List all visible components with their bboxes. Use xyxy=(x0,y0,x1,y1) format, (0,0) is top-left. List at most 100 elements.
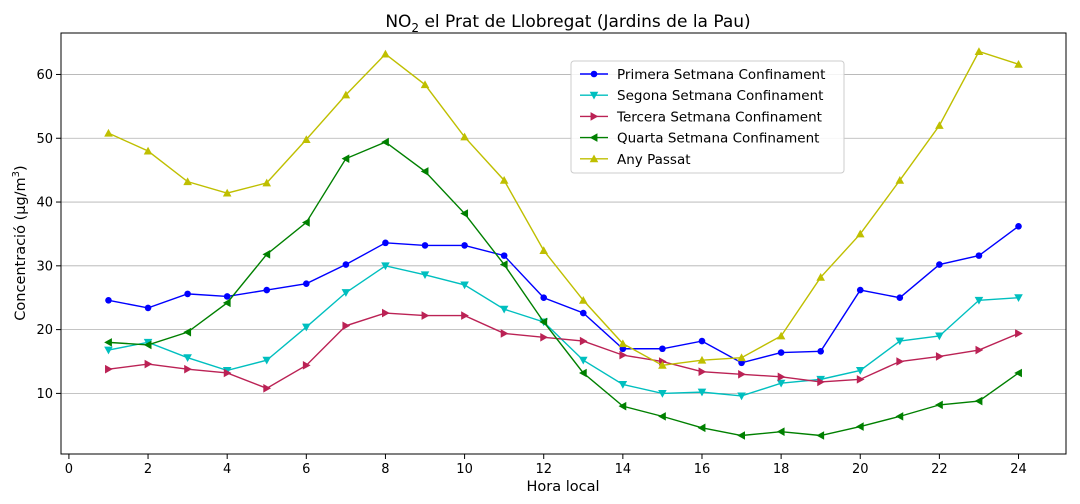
data-point xyxy=(341,289,351,297)
series-line xyxy=(108,225,1019,364)
x-tick-label: 24 xyxy=(1010,462,1027,477)
data-point xyxy=(461,311,469,320)
legend-item-3: Tercera Setmana Confinament xyxy=(580,109,822,125)
x-tick-label: 18 xyxy=(773,462,790,477)
data-point xyxy=(578,295,588,304)
data-point xyxy=(579,336,588,346)
data-point xyxy=(382,308,390,318)
data-point xyxy=(935,400,943,410)
data-point xyxy=(183,354,192,362)
x-tick-label: 8 xyxy=(381,462,389,477)
data-point xyxy=(104,346,113,355)
x-tick-label: 22 xyxy=(931,462,948,477)
data-point xyxy=(539,317,548,327)
data-point xyxy=(975,252,983,259)
data-point xyxy=(697,355,707,364)
data-point xyxy=(658,389,667,398)
data-point xyxy=(738,369,746,379)
series-3 xyxy=(105,308,1023,393)
legend-item-5: Any Passat xyxy=(580,152,691,168)
x-tick-label: 4 xyxy=(223,462,231,477)
data-point xyxy=(974,296,984,305)
data-point xyxy=(895,337,905,346)
data-point xyxy=(1014,59,1023,68)
series-5 xyxy=(104,47,1023,369)
title-post: el Prat de Llobregat (Jardins de la Pau) xyxy=(419,12,751,32)
series-4 xyxy=(104,137,1022,440)
data-point xyxy=(303,280,310,287)
data-point xyxy=(500,329,509,338)
data-point xyxy=(499,305,509,314)
data-point xyxy=(420,80,430,89)
data-point xyxy=(619,345,627,353)
data-point xyxy=(500,252,508,259)
data-point xyxy=(817,377,825,387)
data-point xyxy=(777,349,785,356)
data-point xyxy=(420,167,429,176)
data-point xyxy=(777,372,786,382)
data-point xyxy=(1015,222,1022,230)
data-point xyxy=(776,427,785,436)
data-point xyxy=(618,339,628,348)
data-point xyxy=(302,323,311,332)
x-tick-label: 14 xyxy=(615,462,632,477)
data-point xyxy=(935,332,944,341)
series-1 xyxy=(105,222,1022,367)
data-point xyxy=(974,396,983,406)
data-point xyxy=(539,246,549,254)
data-point xyxy=(104,338,112,347)
data-point xyxy=(698,367,707,377)
data-point xyxy=(381,262,390,271)
data-point xyxy=(263,286,271,294)
title-pre: NO xyxy=(385,12,411,32)
y-axis-label: Concentració (µg/m3) xyxy=(11,165,29,320)
data-point xyxy=(896,294,904,302)
legend-item-1: Primera Setmana Confinament xyxy=(580,67,825,83)
chart-title: NO2 el Prat de Llobregat (Jardins de la … xyxy=(385,12,750,35)
series-line xyxy=(108,50,1019,367)
data-point xyxy=(975,345,984,355)
data-point xyxy=(104,128,113,137)
series-line xyxy=(108,312,1019,390)
ylabel-post: ) xyxy=(13,165,29,171)
data-point xyxy=(341,90,351,99)
data-point xyxy=(658,412,666,421)
plot-frame xyxy=(60,32,1067,455)
data-point xyxy=(540,294,548,302)
legend-marker xyxy=(589,154,599,163)
data-point xyxy=(540,332,549,342)
data-point xyxy=(184,364,192,374)
x-axis-label: Hora local xyxy=(526,479,599,495)
data-point xyxy=(578,368,587,378)
data-point xyxy=(1014,368,1022,378)
data-point xyxy=(895,176,905,184)
data-point xyxy=(659,345,666,353)
data-point xyxy=(974,47,984,55)
data-point xyxy=(499,260,508,269)
data-point xyxy=(697,423,706,433)
data-point xyxy=(579,309,587,317)
data-point xyxy=(183,177,192,186)
data-point xyxy=(816,273,825,281)
data-point xyxy=(105,364,113,374)
data-point xyxy=(578,356,588,365)
ylabel-pre: Concentració (µg/m xyxy=(13,177,29,320)
data-point xyxy=(263,383,272,393)
x-tick-label: 12 xyxy=(535,462,552,477)
data-point xyxy=(144,304,152,312)
data-point xyxy=(817,348,824,355)
data-point xyxy=(342,261,350,268)
data-point xyxy=(381,137,389,147)
data-point xyxy=(697,388,707,397)
data-point xyxy=(776,331,786,340)
legend-item-2: Segona Setmana Confinament xyxy=(580,88,823,104)
data-point xyxy=(855,366,865,375)
data-point xyxy=(935,121,944,129)
data-point xyxy=(223,293,231,300)
series-line xyxy=(108,265,1019,397)
data-point xyxy=(184,290,191,298)
data-point xyxy=(144,359,153,369)
legend-marker xyxy=(590,70,598,78)
data-point xyxy=(738,359,745,367)
data-point xyxy=(698,337,706,345)
